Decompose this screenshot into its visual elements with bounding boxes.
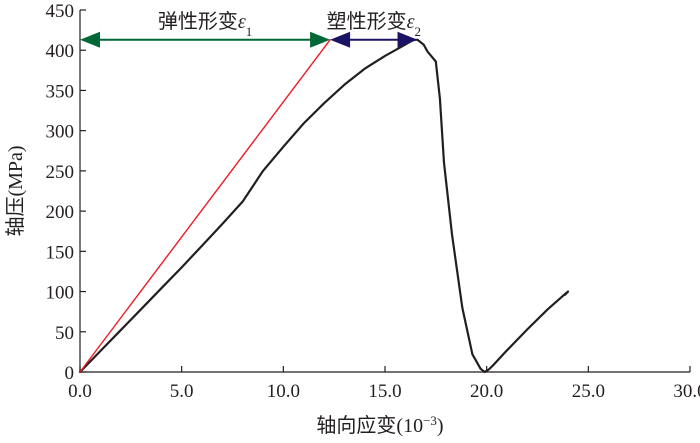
elastic-line: [79, 39, 331, 373]
x-tick-label: 25.0: [572, 381, 605, 402]
y-tick-label: 400: [46, 41, 75, 62]
x-axis-title-exponent: −3: [423, 413, 437, 428]
annotation-label-symbol: ε: [407, 11, 415, 33]
annotation-label-symbol: ε: [238, 11, 246, 33]
x-tick-label: 10.0: [267, 381, 300, 402]
annotation-layer: 弹性形变ε1 塑性形变ε2: [80, 10, 421, 48]
y-axis-title: 轴压(MPa): [4, 145, 27, 236]
y-tick-label: 300: [46, 122, 75, 143]
y-tick-label: 250: [46, 162, 75, 183]
annotation-arrowhead-right: [397, 31, 418, 48]
x-axis-title: 轴向应变(10−3): [316, 413, 443, 438]
stress-strain-curve: [78, 38, 570, 374]
x-axis-title-main: 轴向应变(10: [316, 414, 423, 437]
annotation-label-subscript: 1: [246, 23, 253, 38]
x-tick-label: 30.0: [673, 381, 700, 402]
ticks-layer: 0 50 100 150 200 250 300 350 400 450 0.0 5.0 10.0 15.…: [46, 1, 700, 402]
y-tick-label: 100: [46, 283, 75, 304]
x-tick-label: 20.0: [470, 381, 503, 402]
y-tick-label: 450: [46, 1, 75, 22]
annotation-arrowhead-left: [330, 31, 351, 48]
y-tick-label: 50: [55, 323, 74, 344]
series-layer: [78, 38, 570, 374]
x-axis-title-close: ): [437, 415, 444, 437]
y-tick-label: 150: [46, 242, 75, 263]
annotation-label-text: 弹性形变: [158, 10, 238, 33]
axes-layer: [79, 10, 690, 373]
annotation-1: 弹性形变ε1: [80, 10, 331, 48]
y-tick-label: 0: [65, 363, 75, 384]
y-tick-label: 200: [46, 202, 75, 223]
x-tick-label: 0.0: [68, 381, 92, 402]
annotation-label-text: 塑性形变: [327, 10, 407, 33]
y-tick-label: 350: [46, 81, 75, 102]
x-tick-label: 5.0: [170, 381, 194, 402]
annotation-label-subscript: 2: [415, 23, 422, 38]
annotation-arrowhead-left: [80, 31, 100, 48]
annotation-label: 塑性形变ε2: [327, 10, 421, 38]
annotation-arrowhead-right: [310, 31, 331, 48]
x-tick-label: 15.0: [368, 381, 401, 402]
annotation-2: 塑性形变ε2: [327, 10, 421, 48]
annotation-label: 弹性形变ε1: [158, 10, 252, 38]
